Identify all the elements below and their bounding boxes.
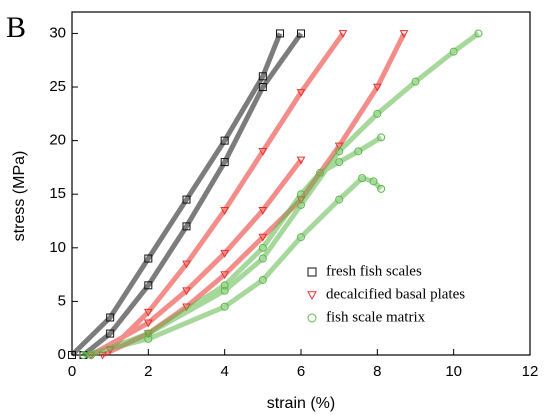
- marker: [335, 158, 344, 167]
- series-line: [70, 31, 304, 357]
- marker: [106, 313, 115, 322]
- marker: [358, 174, 367, 183]
- legend-label: fresh fish scales: [326, 263, 422, 279]
- marker: [258, 254, 267, 263]
- marker: [79, 351, 88, 359]
- y-tick-label: 0: [58, 346, 66, 363]
- marker: [143, 319, 153, 328]
- marker: [474, 29, 483, 38]
- marker: [338, 30, 348, 38]
- marker: [143, 308, 153, 317]
- marker: [449, 47, 458, 56]
- marker: [220, 136, 229, 145]
- marker: [276, 29, 285, 38]
- marker: [182, 195, 191, 204]
- marker: [220, 206, 230, 215]
- marker: [335, 147, 344, 156]
- marker: [297, 29, 305, 38]
- marker: [87, 351, 96, 359]
- x-tick-label: 8: [373, 363, 381, 380]
- marker: [372, 83, 382, 92]
- marker: [369, 177, 378, 186]
- x-tick-label: 0: [68, 363, 76, 380]
- marker: [258, 83, 267, 92]
- marker: [258, 275, 267, 284]
- marker: [220, 286, 229, 295]
- marker: [297, 190, 305, 199]
- x-tick-label: 6: [297, 363, 305, 380]
- marker: [144, 254, 153, 263]
- marker: [373, 109, 382, 118]
- marker: [258, 72, 267, 81]
- marker: [220, 302, 229, 311]
- marker: [258, 206, 268, 215]
- x-tick-label: 4: [220, 363, 228, 380]
- marker: [220, 281, 229, 290]
- marker: [316, 168, 325, 177]
- y-tick-label: 5: [58, 292, 66, 309]
- marker: [258, 148, 268, 156]
- marker: [411, 77, 420, 86]
- marker: [220, 271, 230, 280]
- marker: [297, 233, 305, 242]
- marker: [144, 281, 153, 290]
- legend-marker: [307, 291, 317, 301]
- plot-frame: [71, 11, 531, 356]
- marker: [68, 351, 76, 359]
- marker: [335, 195, 344, 204]
- marker: [296, 156, 306, 165]
- x-tick-label: 12: [522, 363, 539, 380]
- y-axis-label: stress (MPa): [11, 151, 28, 242]
- legend-label: fish scale matrix: [326, 309, 426, 325]
- marker: [220, 158, 229, 167]
- legend-marker: [307, 313, 317, 323]
- marker: [399, 30, 409, 38]
- marker: [144, 334, 153, 343]
- marker: [182, 222, 191, 231]
- series-line: [89, 31, 407, 358]
- marker: [144, 329, 153, 338]
- y-tick-label: 25: [49, 78, 66, 95]
- x-axis-label: strain (%): [267, 395, 335, 412]
- marker: [182, 287, 191, 296]
- x-tick-label: 10: [445, 363, 462, 380]
- marker: [182, 260, 191, 269]
- legend-marker: [307, 267, 317, 277]
- y-tick-label: 20: [49, 132, 66, 149]
- marker: [377, 133, 386, 142]
- y-tick-label: 10: [49, 239, 66, 256]
- legend-label: decalcified basal plates: [326, 286, 465, 302]
- marker: [296, 89, 306, 97]
- marker: [106, 329, 115, 338]
- marker: [377, 184, 386, 193]
- marker: [354, 147, 363, 156]
- marker: [258, 243, 267, 252]
- marker: [297, 200, 305, 209]
- y-tick-label: 15: [49, 185, 66, 202]
- x-tick-label: 2: [144, 363, 152, 380]
- marker: [220, 249, 230, 258]
- marker: [258, 233, 268, 242]
- panel-label: B: [6, 11, 26, 44]
- y-tick-label: 30: [49, 24, 66, 41]
